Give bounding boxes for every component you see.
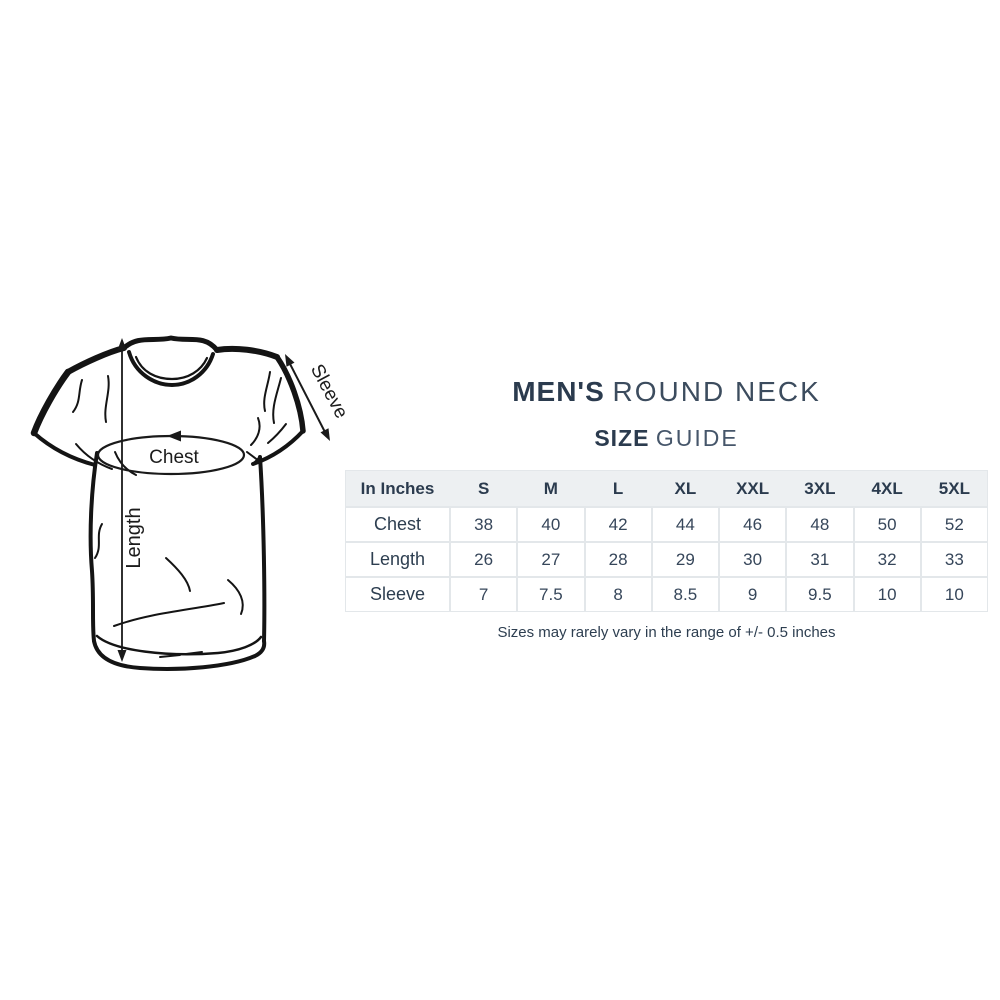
size-col-header: 4XL xyxy=(871,478,903,498)
size-table-header-row: In Inches S M L XL XXL 3XL 4XL 5XL xyxy=(346,471,987,506)
size-value-cell: 46 xyxy=(720,508,786,541)
size-value-cell: 31 xyxy=(787,543,853,576)
arrowhead-downright-icon xyxy=(320,428,330,441)
tshirt-outline xyxy=(30,335,306,671)
size-value-cell: 42 xyxy=(585,508,651,541)
length-arrow xyxy=(117,338,127,662)
size-value-cell: 50 xyxy=(854,508,920,541)
title-light: ROUND NECK xyxy=(612,376,821,407)
title-bold: MEN'S xyxy=(512,376,605,407)
size-value-cell: 52 xyxy=(921,508,987,541)
row-label: Length xyxy=(346,543,449,576)
arrowhead-upleft-icon xyxy=(285,354,295,367)
length-label: Length xyxy=(123,507,145,568)
size-col-header: M xyxy=(543,478,558,498)
subtitle-bold: SIZE xyxy=(594,425,650,451)
size-value-cell: 44 xyxy=(652,508,718,541)
row-label: Sleeve xyxy=(346,578,449,611)
page-title: MEN'S ROUND NECK xyxy=(345,376,988,408)
size-variance-note: Sizes may rarely vary in the range of +/… xyxy=(497,624,836,641)
arrowhead-up-icon xyxy=(117,338,127,350)
size-value-cell: 10 xyxy=(921,578,987,611)
size-col-header: 3XL xyxy=(804,478,836,498)
size-value-cell: 29 xyxy=(652,543,718,576)
sleeve-label: Sleeve xyxy=(306,361,348,422)
size-value-cell: 7 xyxy=(451,578,517,611)
unit-header-cell: In Inches xyxy=(360,478,435,498)
size-col-header: XL xyxy=(674,478,697,498)
size-value-cell: 32 xyxy=(854,543,920,576)
tshirt-measurement-diagram: Length Chest Sleeve xyxy=(18,326,352,681)
table-row-sleeve: Sleeve 7 7.5 8 8.5 9 9.5 10 10 xyxy=(346,578,987,611)
size-col-header: XXL xyxy=(736,478,770,498)
size-value-cell: 30 xyxy=(720,543,786,576)
tshirt-illustration: Length Chest Sleeve xyxy=(30,335,352,671)
chest-label: Chest xyxy=(149,447,199,468)
chest-ellipse xyxy=(96,430,246,476)
table-row-chest: Chest 38 40 42 44 46 48 50 52 xyxy=(346,508,987,541)
size-col-header: S xyxy=(477,478,490,498)
size-value-cell: 26 xyxy=(451,543,517,576)
size-value-cell: 7.5 xyxy=(518,578,584,611)
size-value-cell: 9.5 xyxy=(787,578,853,611)
size-value-cell: 38 xyxy=(451,508,517,541)
size-value-cell: 8.5 xyxy=(652,578,718,611)
size-col-header: L xyxy=(612,478,624,498)
size-value-cell: 48 xyxy=(787,508,853,541)
row-label: Chest xyxy=(346,508,449,541)
size-value-cell: 40 xyxy=(518,508,584,541)
arrowhead-down-icon xyxy=(117,650,127,662)
table-row-length: Length 26 27 28 29 30 31 32 33 xyxy=(346,543,987,576)
sleeve-arrow xyxy=(285,354,330,441)
size-col-header: 5XL xyxy=(938,478,970,498)
size-value-cell: 27 xyxy=(518,543,584,576)
wrinkle-strokes xyxy=(72,371,287,658)
size-value-cell: 28 xyxy=(585,543,651,576)
size-value-cell: 9 xyxy=(720,578,786,611)
size-table: In Inches S M L XL XXL 3XL 4XL 5XL Chest… xyxy=(345,470,988,612)
size-value-cell: 8 xyxy=(585,578,651,611)
size-value-cell: 33 xyxy=(921,543,987,576)
size-value-cell: 10 xyxy=(854,578,920,611)
arrowhead-left-icon xyxy=(167,430,181,442)
subtitle-light: GUIDE xyxy=(655,425,739,451)
page-subtitle: SIZE GUIDE xyxy=(345,425,988,451)
